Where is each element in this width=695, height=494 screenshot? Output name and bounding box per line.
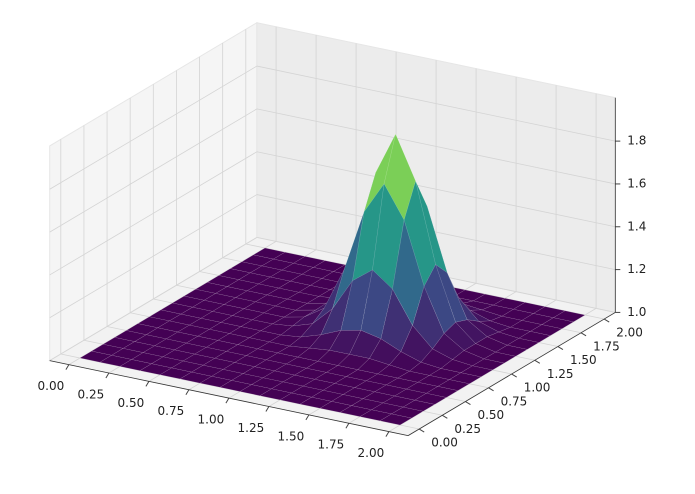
y-tick xyxy=(603,318,610,323)
grid-line xyxy=(49,237,258,361)
x-tick xyxy=(305,414,310,421)
x-tick xyxy=(145,381,150,387)
grid-line xyxy=(49,151,258,276)
x-tick-label: 1.25 xyxy=(238,421,265,435)
y-tick-label: 0.00 xyxy=(431,436,458,450)
z-tick-label: 1.2 xyxy=(627,262,646,276)
y-tick-label: 1.50 xyxy=(570,353,597,367)
x-tick-label: 1.00 xyxy=(198,413,225,427)
grid-line xyxy=(256,65,616,142)
y-tick-label: 0.50 xyxy=(477,408,504,422)
grid-line xyxy=(49,65,258,190)
grid-line xyxy=(49,108,258,233)
z-tick-label: 1.0 xyxy=(627,305,646,319)
y-tick-label: 1.25 xyxy=(547,367,574,381)
x-tick xyxy=(105,372,110,379)
x-tick xyxy=(385,431,390,437)
y-tick-label: 1.75 xyxy=(593,339,620,353)
surface-patch xyxy=(448,372,482,385)
x-tick-label: 0.00 xyxy=(38,379,65,393)
surface-patch xyxy=(414,393,447,405)
x-tick xyxy=(265,406,270,412)
y-tick xyxy=(488,387,494,392)
surface-patch xyxy=(460,365,494,378)
x-tick-label: 1.50 xyxy=(278,429,305,443)
x-tick xyxy=(225,397,230,404)
x-tick-label: 0.50 xyxy=(118,396,145,410)
y-tick-label: 0.75 xyxy=(501,394,528,408)
y-tick-label: 2.00 xyxy=(616,326,643,340)
axes: 0.000.250.500.751.001.251.501.752.000.00… xyxy=(38,97,646,460)
z-tick-label: 1.4 xyxy=(627,219,646,233)
y-tick xyxy=(557,346,564,350)
y-tick xyxy=(534,359,541,364)
x-tick xyxy=(185,389,190,395)
surface-patch xyxy=(379,413,413,426)
y-tick-label: 0.25 xyxy=(454,422,481,436)
x-tick xyxy=(65,364,70,370)
y-tick xyxy=(442,414,448,419)
y-tick xyxy=(511,373,517,378)
x-tick-label: 1.75 xyxy=(318,438,345,452)
y-axis-line xyxy=(407,312,616,436)
grid-line xyxy=(256,151,616,228)
grid-line xyxy=(256,194,616,270)
grid-line xyxy=(256,108,616,185)
z-tick-label: 1.8 xyxy=(627,134,646,148)
x-tick xyxy=(345,422,350,429)
z-tick-label: 1.6 xyxy=(627,176,646,190)
surface-patch xyxy=(402,399,436,412)
y-tick-label: 1.00 xyxy=(524,381,551,395)
x-tick-label: 2.00 xyxy=(358,446,385,460)
y-tick xyxy=(465,401,471,405)
x-tick-label: 0.25 xyxy=(78,387,105,401)
grid-line xyxy=(49,194,258,319)
x-axis-line xyxy=(49,360,409,437)
surface xyxy=(79,133,586,426)
y-tick xyxy=(580,332,587,337)
y-tick xyxy=(418,428,425,433)
x-tick-label: 0.75 xyxy=(158,404,185,418)
